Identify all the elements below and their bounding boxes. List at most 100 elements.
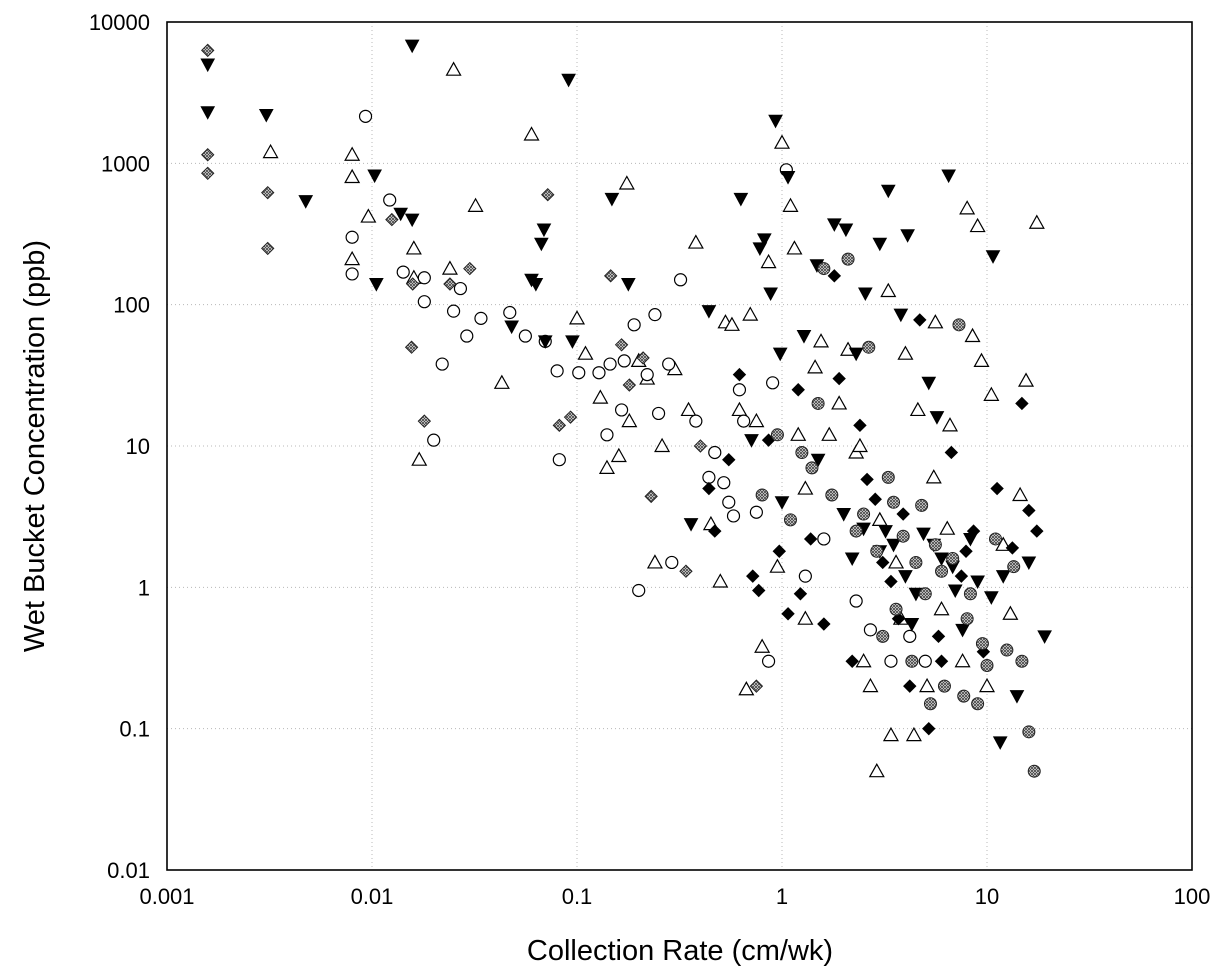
- filled-inverted-triangle-marker: [1037, 630, 1052, 644]
- open-circle-marker: [903, 629, 917, 643]
- open-circle-marker: [766, 376, 780, 390]
- open-triangle-marker: [909, 401, 926, 417]
- hatched-diamond-marker: [404, 340, 419, 354]
- filled-diamond-marker: [903, 679, 917, 693]
- open-triangle-marker: [941, 417, 959, 432]
- open-triangle-marker: [344, 146, 361, 161]
- open-triangle-marker: [882, 726, 899, 742]
- filled-inverted-triangle-marker: [893, 308, 909, 323]
- hatched-diamond-marker: [614, 338, 629, 352]
- filled-diamond-marker: [732, 367, 747, 382]
- open-triangle-marker: [769, 558, 786, 573]
- filled-inverted-triangle-marker: [970, 575, 985, 590]
- hatched-circle-marker: [841, 252, 855, 266]
- filled-diamond-marker: [708, 524, 722, 538]
- filled-diamond-marker: [913, 313, 927, 327]
- filled-inverted-triangle-marker: [367, 169, 382, 184]
- open-triangle-marker: [871, 511, 888, 527]
- filled-inverted-triangle-marker: [921, 376, 937, 391]
- x-tick-label: 0.1: [562, 884, 593, 909]
- hatched-circle-marker: [770, 428, 784, 442]
- hatched-circle-marker: [980, 658, 994, 672]
- filled-inverted-triangle-marker: [744, 434, 759, 448]
- open-circle-marker: [383, 193, 397, 207]
- filled-diamond-marker: [944, 445, 959, 460]
- hatched-diamond-marker: [622, 378, 637, 392]
- hatched-diamond-marker: [406, 277, 420, 291]
- open-circle-marker: [722, 495, 736, 509]
- hatched-circle-marker: [849, 524, 863, 538]
- hatched-circle-marker: [881, 470, 895, 484]
- filled-inverted-triangle-marker: [404, 213, 420, 228]
- filled-inverted-triangle-marker: [898, 570, 913, 584]
- hatched-circle-marker: [1015, 654, 1029, 668]
- filled-diamond-marker: [931, 629, 946, 644]
- open-triangle-marker: [954, 653, 971, 668]
- open-triangle-marker: [862, 677, 879, 693]
- filled-inverted-triangle-marker: [916, 527, 931, 542]
- open-triangle-marker: [712, 573, 729, 588]
- hatched-diamond-marker: [417, 414, 432, 428]
- open-triangle-marker: [360, 208, 377, 223]
- hatched-diamond-marker: [261, 241, 275, 256]
- hatched-circle-marker: [915, 498, 929, 512]
- open-triangle-marker: [821, 426, 838, 441]
- open-circle-marker: [417, 271, 431, 285]
- filled-diamond-marker: [1005, 541, 1020, 555]
- filled-diamond-marker: [791, 383, 805, 397]
- filled-inverted-triangle-marker: [872, 237, 888, 252]
- open-triangle-marker: [905, 726, 922, 742]
- open-triangle-marker: [411, 451, 428, 466]
- hatched-circle-marker: [817, 262, 831, 276]
- open-triangle-marker: [646, 554, 663, 569]
- filled-diamond-marker: [702, 481, 716, 496]
- open-circle-marker: [749, 505, 763, 519]
- open-circle-marker: [689, 414, 703, 428]
- hatched-circle-marker: [928, 538, 942, 552]
- open-triangle-marker: [786, 240, 803, 255]
- hatched-circle-marker: [975, 637, 989, 651]
- filled-diamond-marker: [896, 507, 910, 521]
- filled-inverted-triangle-marker: [756, 233, 772, 247]
- filled-inverted-triangle-marker: [810, 453, 826, 468]
- data-points: [200, 39, 1052, 778]
- filled-inverted-triangle-marker: [733, 192, 749, 207]
- y-tick-label: 0.01: [107, 858, 150, 883]
- filled-inverted-triangle-marker: [701, 305, 717, 319]
- open-triangle-marker: [754, 638, 771, 653]
- open-triangle-marker: [262, 143, 279, 159]
- open-circle-marker: [918, 654, 932, 668]
- x-tick-label: 0.001: [139, 884, 194, 909]
- hatched-diamond-marker: [749, 679, 764, 693]
- open-triangle-marker: [888, 554, 905, 569]
- open-triangle-marker: [969, 217, 986, 233]
- hatched-circle-marker: [918, 587, 932, 601]
- open-circle-marker: [651, 406, 666, 421]
- hatched-circle-marker: [1007, 560, 1021, 574]
- hatched-circle-marker: [889, 602, 903, 616]
- filled-inverted-triangle-marker: [565, 335, 580, 349]
- filled-diamond-marker: [1022, 503, 1036, 518]
- filled-diamond-marker: [832, 371, 846, 386]
- hatched-diamond-marker: [541, 187, 555, 202]
- filled-diamond-marker: [781, 607, 795, 621]
- open-triangle-marker: [855, 653, 872, 668]
- filled-diamond-marker: [860, 472, 874, 487]
- x-axis-tick-labels: 0.001 0.01 0.1 1 10 100: [139, 884, 1210, 909]
- hatched-circle-marker: [825, 488, 839, 502]
- open-triangle-marker: [344, 168, 361, 184]
- hatched-circle-marker: [862, 340, 876, 354]
- filled-inverted-triangle-marker: [528, 278, 544, 292]
- hatched-circle-marker: [960, 612, 974, 626]
- hatched-circle-marker: [811, 396, 825, 410]
- open-triangle-marker: [1012, 486, 1029, 502]
- open-triangle-marker: [797, 480, 814, 495]
- filled-diamond-marker: [817, 617, 831, 631]
- open-circle-marker: [708, 445, 722, 460]
- open-triangle-marker: [880, 282, 897, 298]
- hatched-circle-marker: [896, 529, 910, 543]
- filled-inverted-triangle-marker: [947, 584, 963, 599]
- open-circle-marker: [453, 281, 468, 296]
- open-triangle-marker: [927, 314, 944, 329]
- hatched-circle-marker: [946, 551, 960, 565]
